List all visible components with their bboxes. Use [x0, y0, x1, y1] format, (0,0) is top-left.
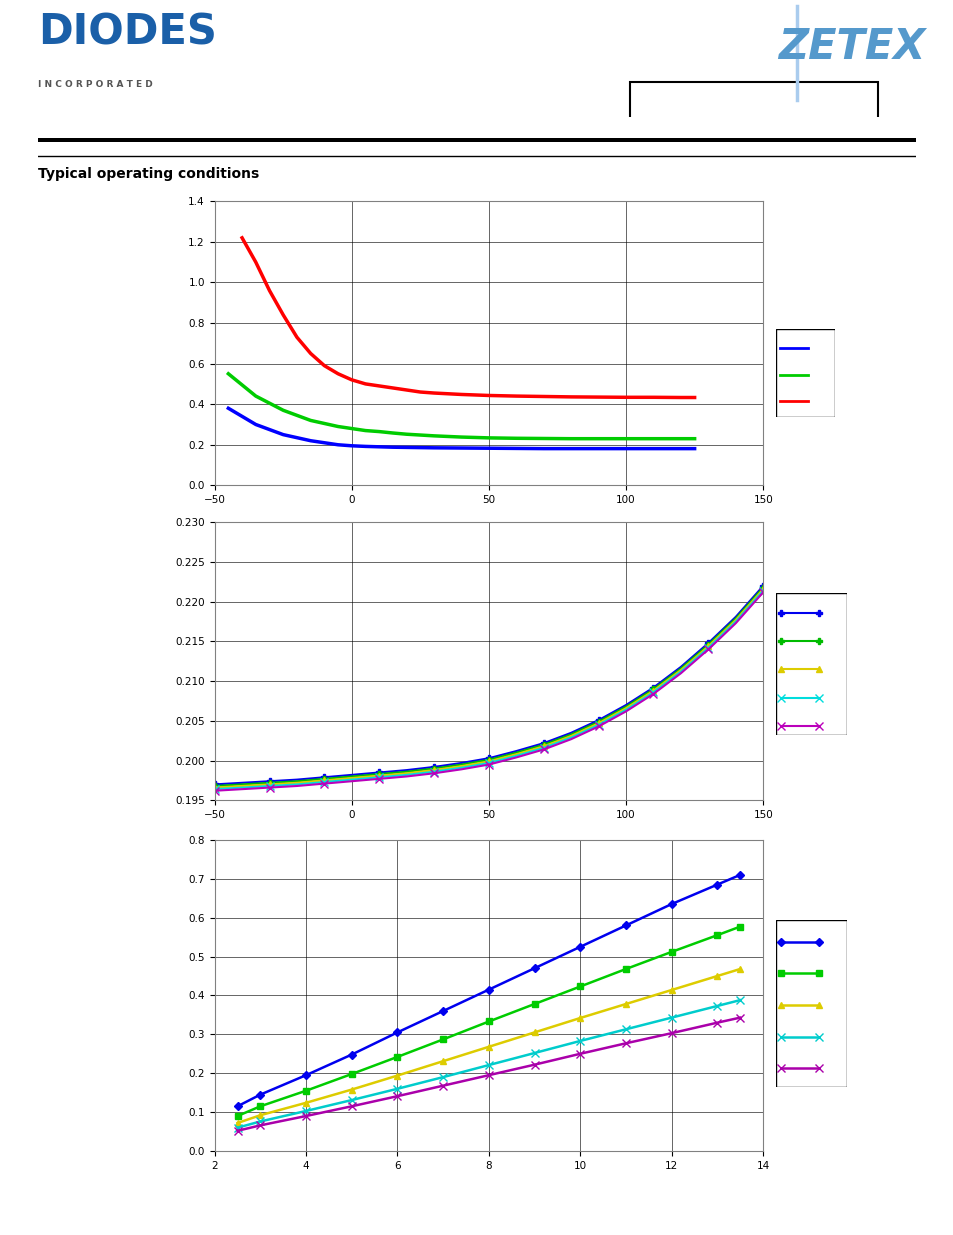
FancyBboxPatch shape [775, 593, 846, 735]
Text: I N C O R P O R A T E D: I N C O R P O R A T E D [38, 80, 152, 89]
Text: Typical operating conditions: Typical operating conditions [38, 167, 259, 182]
FancyBboxPatch shape [775, 329, 834, 417]
Text: ZETEX: ZETEX [778, 26, 924, 68]
FancyBboxPatch shape [629, 83, 877, 182]
FancyBboxPatch shape [775, 920, 846, 1087]
Text: DIODES: DIODES [38, 12, 217, 54]
